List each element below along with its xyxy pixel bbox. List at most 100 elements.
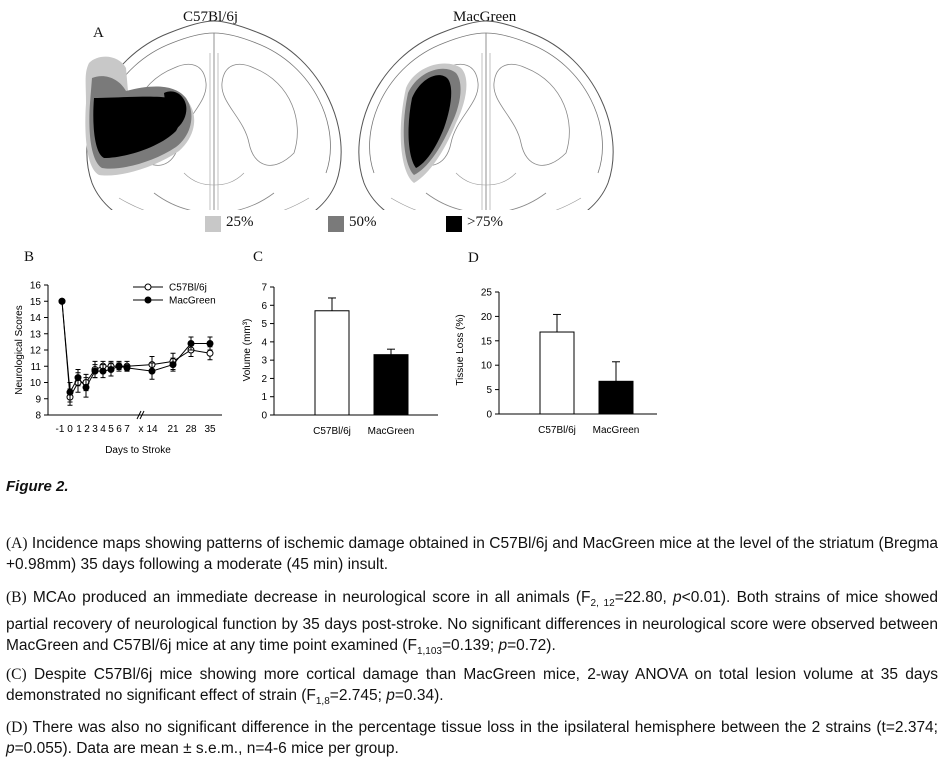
b-axis-break <box>139 410 145 420</box>
caption-b-p3: p <box>673 589 682 606</box>
caption-c-sub1: 1,8 <box>315 696 330 708</box>
caption-b-p5: =0.139; <box>441 637 499 655</box>
b-xtick-label: 28 <box>185 424 197 435</box>
d-ytick-label: 25 <box>481 288 493 299</box>
caption-b-sub1: 2, 12 <box>590 598 615 610</box>
b-ytick-label: 12 <box>30 346 42 357</box>
panel-a-title-c57: C57Bl/6j <box>183 9 239 25</box>
d-ytick-label: 10 <box>481 361 493 372</box>
legend-label-75: >75% <box>467 214 503 230</box>
b-point <box>206 340 214 347</box>
d-ylabel: Tissue Loss (%) <box>455 314 466 385</box>
caption-d-p1: There was also no significant difference… <box>32 719 939 736</box>
volume-chart: Volume (mm³) 0 1 2 3 4 5 6 7 C57Bl/6j MacGreen <box>242 283 438 437</box>
b-ytick-label: 14 <box>30 313 42 324</box>
b-point <box>58 297 66 305</box>
d-ytick-label: 20 <box>481 312 493 323</box>
c-category-label: C57Bl/6j <box>313 426 351 437</box>
b-xtick-label: 35 <box>204 424 216 435</box>
caption-b-p7: =0.72). <box>507 637 556 655</box>
b-point <box>123 364 131 372</box>
caption-d: (D) There was also no significant differ… <box>6 717 938 759</box>
panel-a-letter: A <box>93 25 104 41</box>
b-xtick-label: 14 <box>146 424 158 435</box>
b-ytick-label: 10 <box>30 378 42 389</box>
d-bar-0 <box>539 331 575 415</box>
b-legend-label: MacGreen <box>169 296 216 307</box>
caption-a-text: Incidence maps showing patterns of ische… <box>6 535 938 573</box>
b-xtick-label: 1 <box>76 424 82 435</box>
b-ytick-label: 11 <box>31 362 42 373</box>
b-point <box>187 340 195 347</box>
b-point <box>82 383 90 391</box>
panel-a-title-macgreen: MacGreen <box>453 9 517 25</box>
b-point <box>206 349 214 357</box>
d-ytick-label: 15 <box>481 336 493 347</box>
b-series-line-1 <box>61 301 210 394</box>
neuro-score-chart: Neurological Scores Days to Stroke 8 9 10 1… <box>14 281 222 456</box>
b-xtick-label: -1 <box>56 424 65 435</box>
brain-macgreen <box>358 20 614 210</box>
incidence-maps <box>85 20 614 210</box>
b-xtick-label: 3 <box>92 424 98 435</box>
brain-c57 <box>85 20 342 210</box>
b-xtick-label: 21 <box>167 424 179 435</box>
caption-a: (A) Incidence maps showing patterns of i… <box>6 533 938 575</box>
b-legend-marker <box>144 296 152 304</box>
b-point <box>74 374 82 382</box>
c-ytick-label: 0 <box>261 411 267 422</box>
b-xtick-label: 7 <box>124 424 130 435</box>
d-ytick-label: 0 <box>486 410 492 421</box>
caption-c-p4: =0.34). <box>394 687 444 704</box>
b-xtick-label: 2 <box>84 424 90 435</box>
d-category-label: MacGreen <box>593 425 640 436</box>
c-ytick-label: 4 <box>261 337 267 348</box>
b-ytick-label: 9 <box>35 394 41 405</box>
c-ytick-label: 2 <box>261 374 267 385</box>
b-point <box>66 388 74 396</box>
caption-d-p2: p <box>6 740 15 757</box>
caption-b-sub2: 1,103 <box>416 646 442 658</box>
b-xtick-label: x <box>139 424 144 435</box>
caption-c-label: (C) <box>6 666 27 683</box>
b-legend-marker <box>144 283 152 291</box>
b-point <box>115 362 123 370</box>
panel-b-letter: B <box>24 249 35 265</box>
caption-b-p4: <0.01). Both strains of mice showed part… <box>6 589 939 655</box>
b-xtick-label: 4 <box>100 424 106 435</box>
b-point <box>91 367 99 375</box>
c-ylabel: Volume (mm³) <box>242 319 253 382</box>
caption-c-p1: Despite C57Bl/6j mice showing more corti… <box>6 666 938 704</box>
c-ytick-label: 1 <box>261 392 267 403</box>
c-ytick-label: 7 <box>261 283 267 294</box>
caption-b-p2: =22.80, <box>614 589 674 606</box>
caption-d-label: (D) <box>6 719 28 736</box>
caption-c-p3: p <box>386 687 395 704</box>
panel-c-letter: C <box>253 249 264 265</box>
caption-b-p6: p <box>498 637 508 655</box>
b-ytick-label: 15 <box>30 297 42 308</box>
legend-swatch-25 <box>205 216 221 232</box>
caption-b: (B) MCAo produced an immediate decrease … <box>6 587 938 662</box>
b-xlabel: Days to Stroke <box>105 445 171 456</box>
c-category-label: MacGreen <box>368 426 415 437</box>
c-ytick-label: 3 <box>261 356 267 367</box>
legend-label-25: 25% <box>226 214 254 230</box>
d-ytick-label: 5 <box>486 385 492 396</box>
legend-label-50: 50% <box>349 214 377 230</box>
c-ytick-label: 6 <box>261 301 267 312</box>
d-category-label: C57Bl/6j <box>538 425 576 436</box>
c-bar-0 <box>314 310 350 416</box>
legend-swatch-75 <box>446 216 462 232</box>
b-point <box>107 366 115 373</box>
caption-b-label: (B) <box>6 589 27 606</box>
b-xtick-label: 5 <box>108 424 114 435</box>
caption-b-p1: MCAo produced an immediate decrease in n… <box>32 589 591 606</box>
figure-title: Figure 2. <box>6 478 69 495</box>
b-xtick-label: 0 <box>67 424 73 435</box>
d-bar-1 <box>598 380 634 415</box>
caption-d-p3: =0.055). Data are mean ± s.e.m., n=4-6 m… <box>14 740 399 757</box>
legend-swatch-50 <box>328 216 344 232</box>
b-ytick-label: 13 <box>30 329 42 340</box>
b-point <box>99 367 107 375</box>
